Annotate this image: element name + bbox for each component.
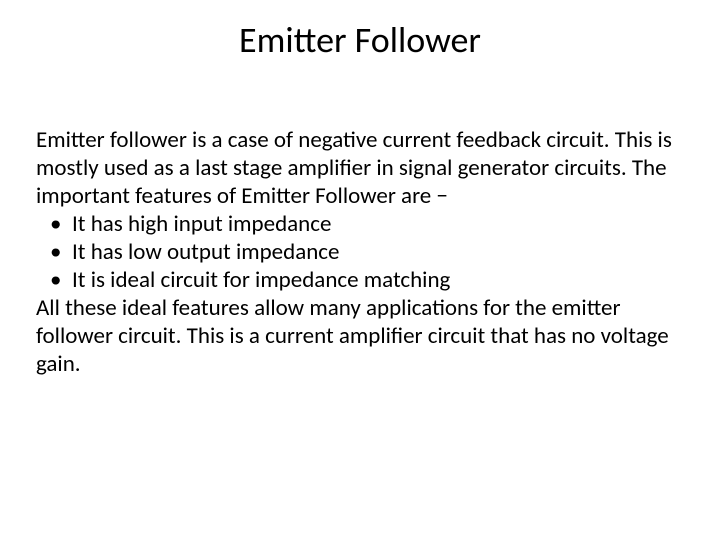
intro-paragraph: Emitter follower is a case of negative c… (36, 126, 684, 210)
slide: Emitter Follower Emitter follower is a c… (0, 0, 720, 540)
slide-title: Emitter Follower (36, 18, 684, 62)
list-item: It has high input impedance (36, 210, 684, 238)
slide-body: Emitter follower is a case of negative c… (36, 126, 684, 378)
list-item: It is ideal circuit for impedance matchi… (36, 266, 684, 294)
outro-paragraph: All these ideal features allow many appl… (36, 294, 684, 378)
list-item: It has low output impedance (36, 238, 684, 266)
feature-list: It has high input impedance It has low o… (36, 210, 684, 294)
